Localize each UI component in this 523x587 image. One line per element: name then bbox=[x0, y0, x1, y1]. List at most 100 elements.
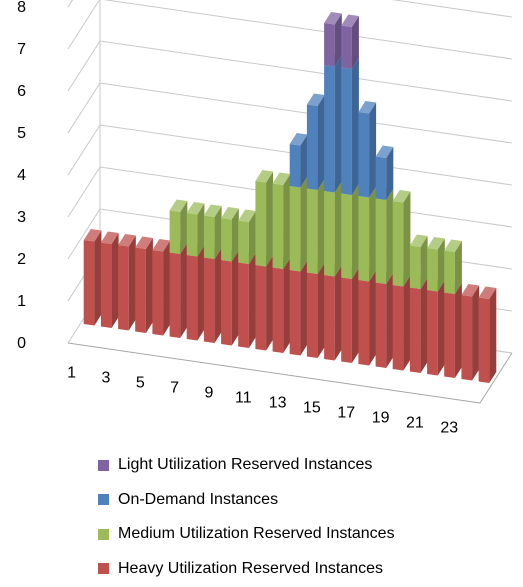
bar-heavy-side bbox=[437, 280, 445, 376]
bar-heavy-front bbox=[238, 262, 249, 348]
bar-medium-front bbox=[221, 218, 232, 262]
bar-medium-top bbox=[255, 170, 274, 183]
bar-heavy-front bbox=[186, 255, 198, 341]
bar-heavy-side bbox=[403, 275, 411, 371]
bar-medium-side bbox=[420, 236, 428, 289]
chart-legend: Light Utilization Reserved Instances On-… bbox=[98, 448, 395, 586]
bar-heavy-front bbox=[255, 265, 267, 351]
gridline-side bbox=[67, 82, 101, 134]
gridline-back bbox=[103, 0, 513, 60]
legend-label-heavy: Heavy Utilization Reserved Instances bbox=[118, 559, 384, 577]
x-tick-label: 3 bbox=[101, 369, 110, 386]
bar-heavy-side bbox=[128, 235, 136, 331]
floor-edge bbox=[67, 342, 481, 404]
bar-heavy-side bbox=[351, 268, 359, 363]
bar-medium-side bbox=[300, 176, 308, 272]
bar-heavy-side bbox=[386, 273, 394, 368]
bar-medium-top bbox=[186, 202, 205, 215]
y-tick-label: 7 bbox=[17, 41, 26, 58]
bar-medium-top bbox=[444, 239, 462, 252]
gridline-side bbox=[67, 166, 101, 218]
bar-heavy-side bbox=[317, 263, 325, 358]
bar-medium-top bbox=[392, 190, 411, 203]
bar-heavy-front bbox=[152, 250, 164, 336]
bar-on-demand-side bbox=[300, 134, 308, 188]
bar-medium-front bbox=[186, 213, 198, 257]
legend-label-on-demand: On-Demand Instances bbox=[118, 490, 279, 508]
x-tick-label: 21 bbox=[406, 414, 424, 431]
bar-heavy-front bbox=[272, 267, 284, 353]
bar-heavy-top bbox=[461, 284, 480, 297]
bar-heavy-side bbox=[283, 258, 291, 353]
bar-heavy-front bbox=[341, 277, 352, 363]
x-tick-label: 11 bbox=[235, 389, 252, 406]
bar-medium-side bbox=[214, 206, 222, 259]
bar-heavy-front bbox=[392, 285, 404, 371]
bar-heavy-front bbox=[135, 247, 146, 333]
bar-medium-front bbox=[272, 183, 284, 269]
legend-item-light: Light Utilization Reserved Instances bbox=[98, 448, 395, 483]
bar-on-demand-front bbox=[375, 156, 387, 200]
legend-label-medium: Medium Utilization Reserved Instances bbox=[118, 525, 395, 543]
bar-medium-front bbox=[341, 193, 352, 279]
bar-heavy-front bbox=[118, 245, 129, 331]
legend-item-medium: Medium Utilization Reserved Instances bbox=[98, 517, 395, 552]
legend-label-light: Light Utilization Reserved Instances bbox=[118, 456, 373, 474]
bar-heavy-front bbox=[83, 240, 95, 326]
bar-medium-top bbox=[409, 234, 428, 247]
bar-heavy-top bbox=[118, 234, 136, 247]
bar-medium-side bbox=[403, 191, 411, 287]
y-tick-label: 3 bbox=[17, 209, 26, 226]
bar-heavy-side bbox=[180, 243, 188, 338]
bar-medium-side bbox=[180, 201, 188, 254]
bar-on-demand-front bbox=[306, 104, 318, 190]
bar-light-front bbox=[341, 25, 352, 69]
bar-heavy-side bbox=[197, 245, 205, 341]
bar-heavy-side bbox=[248, 253, 256, 348]
bar-medium-front bbox=[358, 196, 370, 282]
bar-light-front bbox=[324, 23, 335, 67]
legend-swatch-on-demand bbox=[98, 494, 109, 506]
y-tick-label: 4 bbox=[17, 167, 26, 184]
bar-on-demand-top bbox=[289, 133, 308, 146]
bar-medium-top bbox=[238, 209, 256, 222]
bar-heavy-side bbox=[163, 240, 171, 336]
y-tick-label: 6 bbox=[17, 83, 26, 100]
y-tick-label: 0 bbox=[17, 335, 26, 352]
legend-swatch-heavy bbox=[98, 563, 109, 575]
bar-heavy-front bbox=[358, 280, 370, 366]
bar-heavy-front bbox=[100, 242, 112, 328]
bar-heavy-top bbox=[135, 236, 153, 249]
bar-heavy-side bbox=[111, 233, 119, 328]
bar-medium-front bbox=[392, 201, 404, 287]
x-tick-label: 15 bbox=[303, 399, 321, 416]
bar-light-top bbox=[341, 14, 359, 27]
bar-on-demand-front bbox=[358, 112, 370, 198]
bar-heavy-top bbox=[83, 229, 102, 242]
bar-heavy-front bbox=[444, 292, 455, 378]
bar-on-demand-top bbox=[306, 93, 325, 106]
bar-heavy-side bbox=[231, 250, 239, 346]
bar-heavy-top bbox=[478, 286, 497, 299]
y-tick-label: 8 bbox=[17, 0, 26, 16]
bar-medium-side bbox=[248, 211, 256, 264]
bar-medium-side bbox=[231, 208, 239, 262]
bar-medium-side bbox=[351, 184, 359, 279]
bar-heavy-side bbox=[214, 248, 222, 343]
bar-medium-front bbox=[203, 215, 215, 259]
bar-heavy-side bbox=[94, 230, 102, 326]
bar-heavy-side bbox=[300, 260, 308, 356]
bar-on-demand-front bbox=[289, 144, 301, 188]
bar-medium-side bbox=[197, 203, 205, 257]
x-tick-label: 7 bbox=[170, 379, 179, 396]
bar-medium-top bbox=[169, 199, 188, 212]
bar-heavy-front bbox=[324, 275, 335, 361]
bar-heavy-top bbox=[100, 231, 119, 244]
floor-edge bbox=[479, 352, 513, 404]
bar-medium-top bbox=[427, 237, 445, 250]
bar-on-demand-front bbox=[341, 67, 352, 195]
bar-heavy-side bbox=[369, 270, 377, 366]
y-tick-label: 2 bbox=[17, 251, 26, 268]
